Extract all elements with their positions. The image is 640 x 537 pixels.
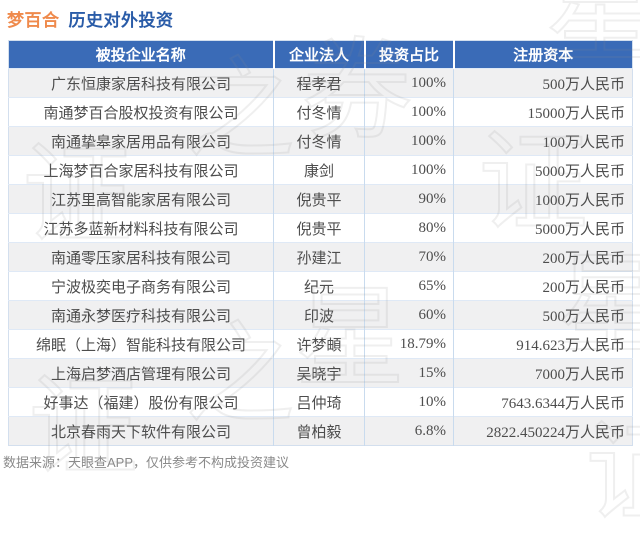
- table-row: 上海启梦酒店管理有限公司 吴晓宇 15% 7000万人民币: [8, 358, 633, 388]
- company-name-cell: 好事达（福建）股份有限公司: [8, 387, 274, 417]
- capital-cell: 914.623万人民币: [453, 329, 633, 359]
- company-name-cell: 南通挚皋家居用品有限公司: [8, 126, 274, 156]
- legal-person-cell: 纪元: [273, 271, 365, 301]
- company-name-cell: 江苏里高智能家居有限公司: [8, 184, 274, 214]
- legal-person-cell: 倪贵平: [273, 213, 365, 243]
- table-header-row: 被投企业名称 企业法人 投资占比 注册资本: [8, 40, 633, 69]
- data-source-note: 数据来源：天眼查APP，仅供参考不构成投资建议: [3, 455, 290, 470]
- ratio-cell: 15%: [364, 358, 454, 388]
- capital-cell: 7000万人民币: [453, 358, 633, 388]
- column-header-capital: 注册资本: [452, 40, 633, 69]
- table-row: 南通永梦医疗科技有限公司 印波 60% 500万人民币: [8, 300, 633, 330]
- title-text: 历史对外投资: [68, 11, 174, 30]
- ratio-cell: 80%: [364, 213, 454, 243]
- legal-person-cell: 付冬情: [273, 126, 365, 156]
- legal-person-cell: 许梦頔: [273, 329, 365, 359]
- capital-cell: 2822.450224万人民币: [453, 416, 633, 446]
- table-row: 好事达（福建）股份有限公司 吕仲琦 10% 7643.6344万人民币: [8, 387, 633, 417]
- ratio-cell: 100%: [364, 126, 454, 156]
- ratio-cell: 60%: [364, 300, 454, 330]
- legal-person-cell: 曾柏毅: [273, 416, 365, 446]
- legal-person-cell: 倪贵平: [273, 184, 365, 214]
- page-title: 梦百合 历史对外投资: [7, 6, 174, 31]
- column-header-legal-person: 企业法人: [272, 40, 365, 69]
- table-row: 南通零压家居科技有限公司 孙建江 70% 200万人民币: [8, 242, 633, 272]
- legal-person-cell: 康剑: [273, 155, 365, 185]
- investment-table-container: 被投企业名称 企业法人 投资占比 注册资本 广东恒康家居科技有限公司 程孝君 100…: [8, 40, 633, 446]
- infographic-page: { "title": {"stock": "梦百合", "rest": "历史对…: [3, 0, 640, 529]
- table-row: 宁波极奕电子商务有限公司 纪元 65% 200万人民币: [8, 271, 633, 301]
- capital-cell: 100万人民币: [453, 126, 633, 156]
- capital-cell: 5000万人民币: [453, 155, 633, 185]
- legal-person-cell: 付冬情: [273, 97, 365, 127]
- company-name-cell: 南通永梦医疗科技有限公司: [8, 300, 274, 330]
- company-name-cell: 江苏多蓝新材料科技有限公司: [8, 213, 274, 243]
- table-row: 南通梦百合股权投资有限公司 付冬情 100% 15000万人民币: [8, 97, 633, 127]
- capital-cell: 500万人民币: [453, 300, 633, 330]
- capital-cell: 500万人民币: [453, 68, 633, 98]
- company-name-cell: 绵眠（上海）智能科技有限公司: [8, 329, 274, 359]
- ratio-cell: 90%: [364, 184, 454, 214]
- table-row: 广东恒康家居科技有限公司 程孝君 100% 500万人民币: [8, 68, 633, 98]
- company-name-cell: 上海梦百合家居科技有限公司: [8, 155, 274, 185]
- capital-cell: 15000万人民币: [453, 97, 633, 127]
- table-row: 江苏多蓝新材料科技有限公司 倪贵平 80% 5000万人民币: [8, 213, 633, 243]
- company-name-cell: 北京春雨天下软件有限公司: [8, 416, 274, 446]
- table-body: 广东恒康家居科技有限公司 程孝君 100% 500万人民币 南通梦百合股权投资有限公司付…: [8, 68, 633, 446]
- legal-person-cell: 吕仲琦: [273, 387, 365, 417]
- capital-cell: 1000万人民币: [453, 184, 633, 214]
- legal-person-cell: 孙建江: [273, 242, 365, 272]
- legal-person-cell: 印波: [273, 300, 365, 330]
- ratio-cell: 10%: [364, 387, 454, 417]
- table-row: 南通挚皋家居用品有限公司 付冬情 100% 100万人民币: [8, 126, 633, 156]
- legal-person-cell: 吴晓宇: [273, 358, 365, 388]
- table-row: 上海梦百合家居科技有限公司 康剑 100% 5000万人民币: [8, 155, 633, 185]
- table-row: 江苏里高智能家居有限公司 倪贵平 90% 1000万人民币: [8, 184, 633, 214]
- ratio-cell: 18.79%: [364, 329, 454, 359]
- ratio-cell: 70%: [364, 242, 454, 272]
- column-header-ratio: 投资占比: [363, 40, 454, 69]
- investment-table: 被投企业名称 企业法人 投资占比 注册资本 广东恒康家居科技有限公司 程孝君 100…: [8, 40, 633, 446]
- ratio-cell: 6.8%: [364, 416, 454, 446]
- company-name-cell: 上海启梦酒店管理有限公司: [8, 358, 274, 388]
- table-row: 北京春雨天下软件有限公司 曾柏毅 6.8% 2822.450224万人民币: [8, 416, 633, 446]
- table-row: 绵眠（上海）智能科技有限公司 许梦頔 18.79% 914.623万人民币: [8, 329, 633, 359]
- legal-person-cell: 程孝君: [273, 68, 365, 98]
- company-name-cell: 广东恒康家居科技有限公司: [8, 68, 274, 98]
- ratio-cell: 100%: [364, 68, 454, 98]
- column-header-company: 被投企业名称: [8, 40, 274, 69]
- company-name-cell: 南通零压家居科技有限公司: [8, 242, 274, 272]
- company-name-cell: 宁波极奕电子商务有限公司: [8, 271, 274, 301]
- capital-cell: 5000万人民币: [453, 213, 633, 243]
- capital-cell: 7643.6344万人民币: [453, 387, 633, 417]
- capital-cell: 200万人民币: [453, 271, 633, 301]
- ratio-cell: 65%: [364, 271, 454, 301]
- ratio-cell: 100%: [364, 155, 454, 185]
- stock-name: 梦百合: [7, 11, 60, 30]
- company-name-cell: 南通梦百合股权投资有限公司: [8, 97, 274, 127]
- capital-cell: 200万人民币: [453, 242, 633, 272]
- ratio-cell: 100%: [364, 97, 454, 127]
